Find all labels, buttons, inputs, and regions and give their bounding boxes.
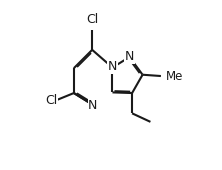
Text: Cl: Cl: [45, 94, 57, 107]
Text: N: N: [88, 99, 97, 112]
Text: N: N: [108, 60, 117, 73]
Text: Cl: Cl: [86, 13, 98, 26]
Text: N: N: [125, 50, 134, 63]
Text: Me: Me: [166, 70, 184, 82]
